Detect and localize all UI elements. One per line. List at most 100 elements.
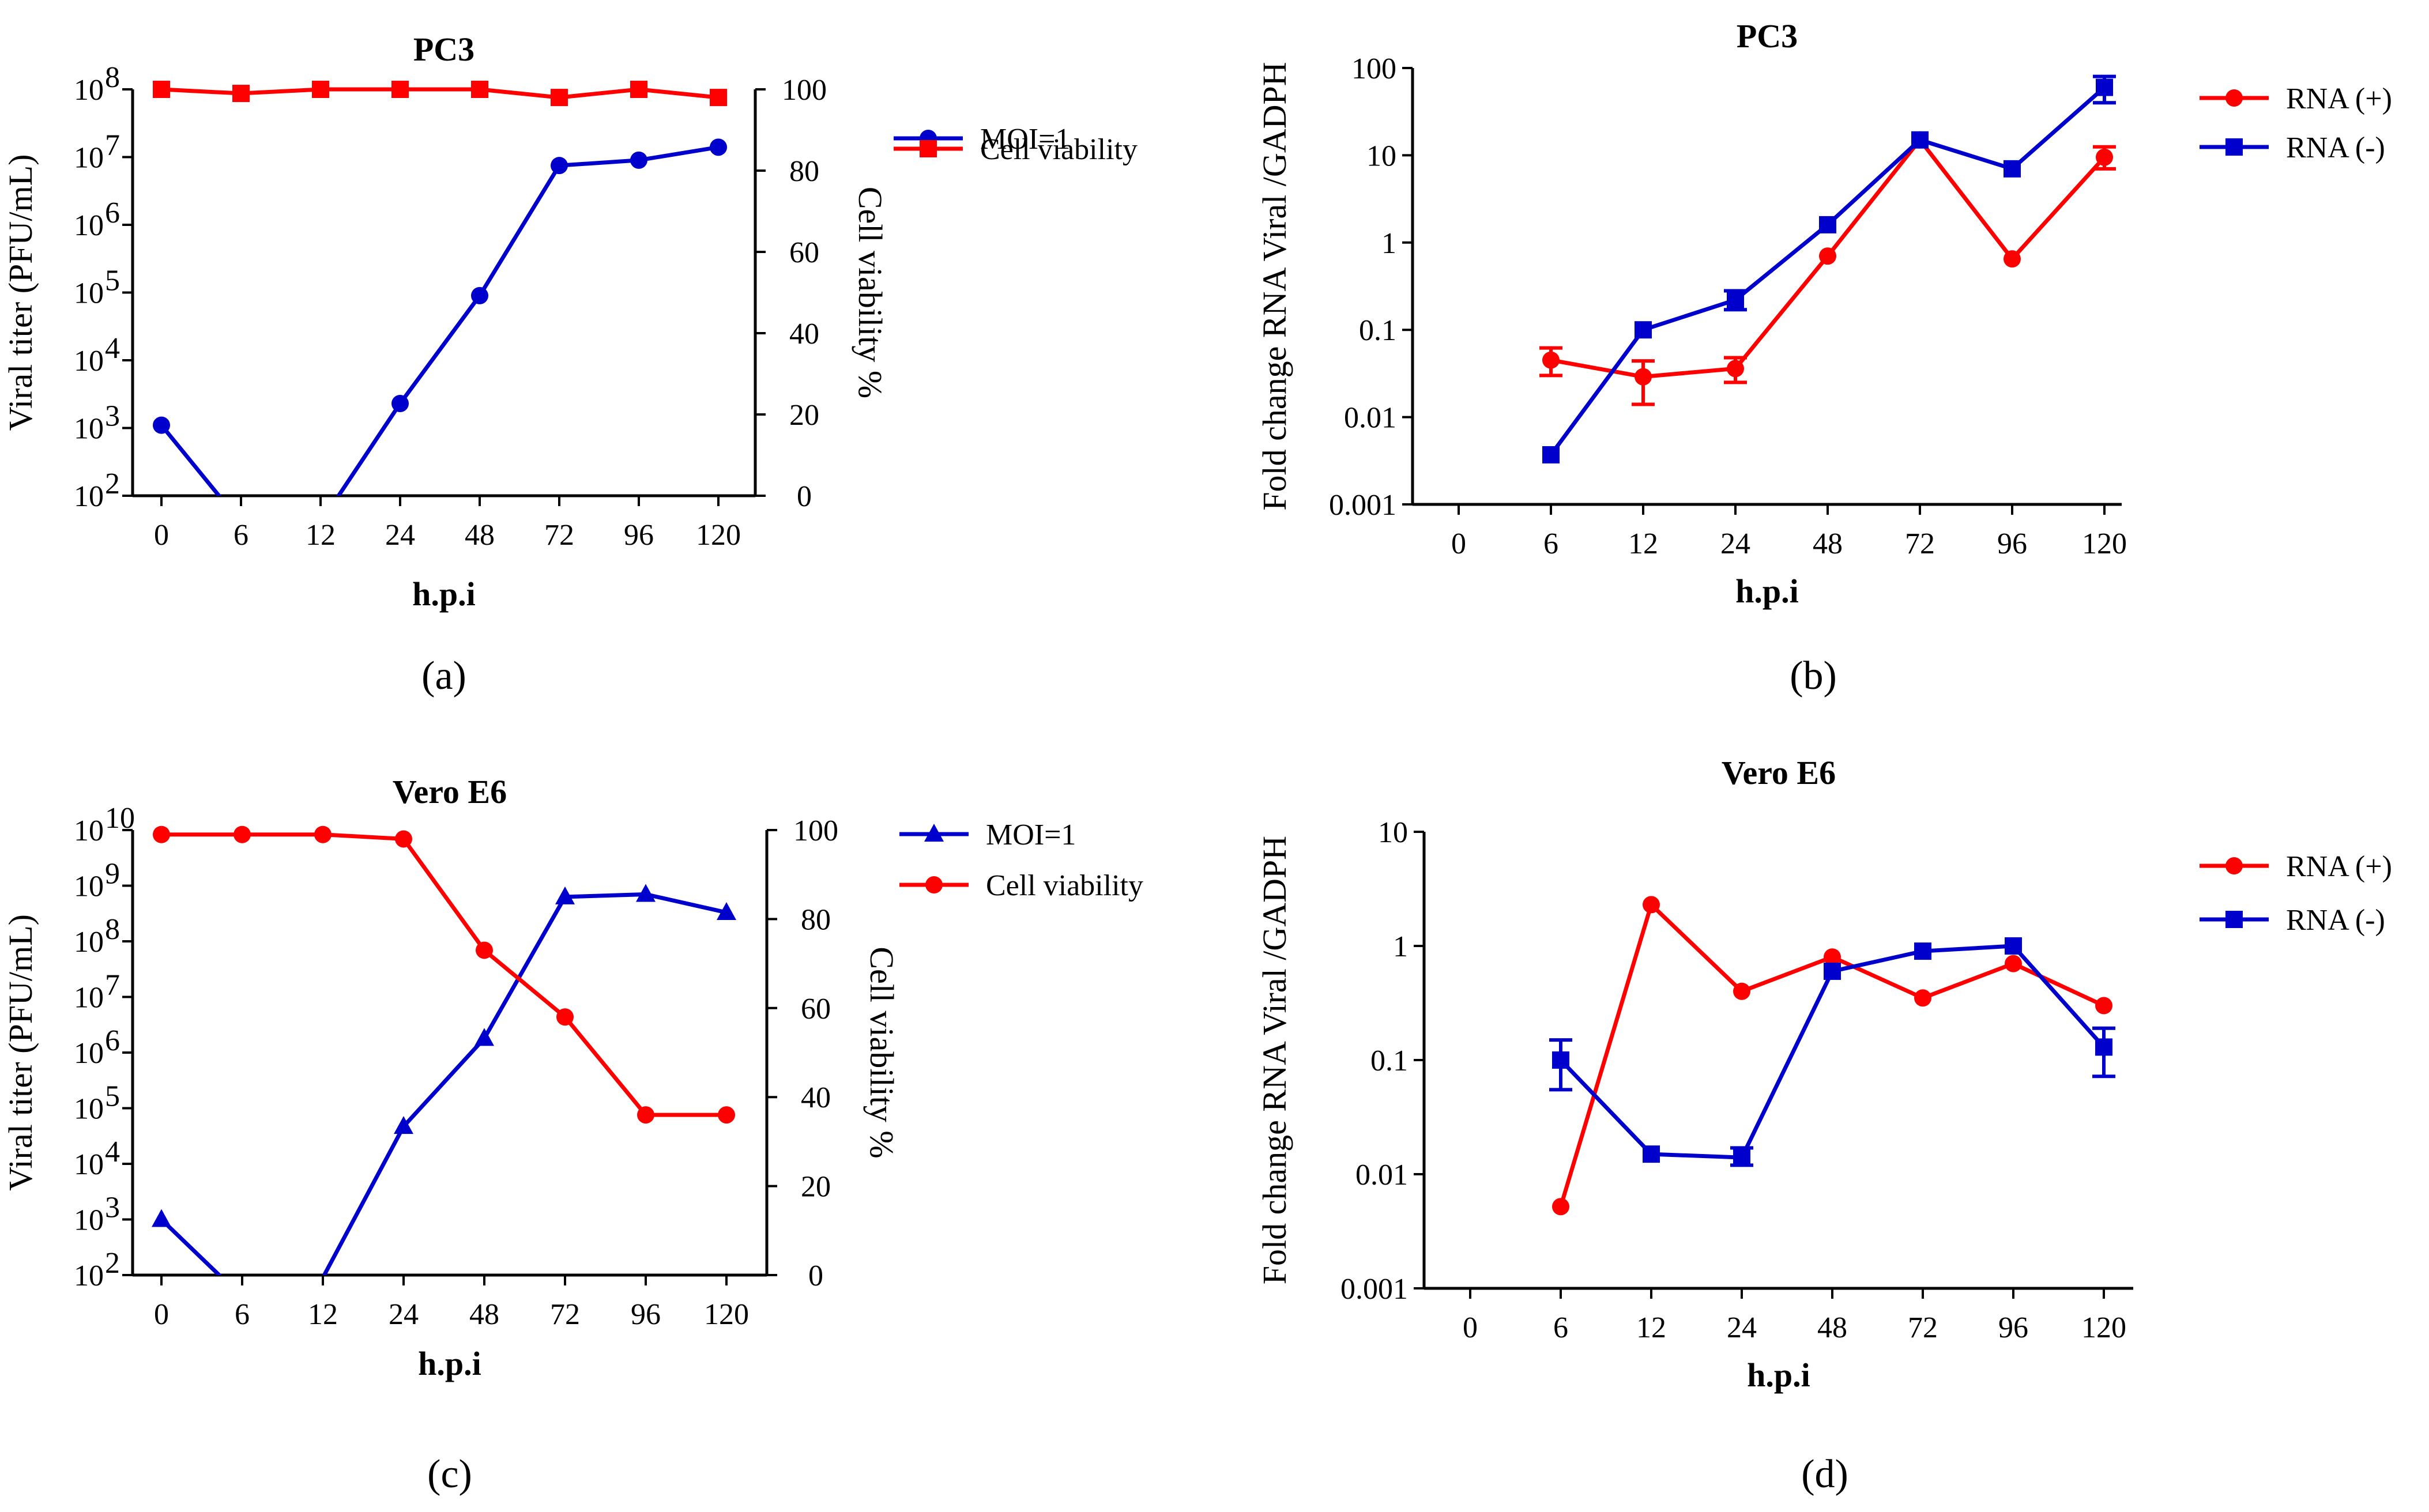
x-axis-label: h.p.i bbox=[412, 575, 476, 613]
y2-tick-label: 40 bbox=[801, 1081, 831, 1114]
x-axis-label: h.p.i bbox=[1735, 572, 1799, 610]
data-point bbox=[630, 151, 647, 169]
data-point bbox=[2096, 78, 2113, 96]
chart-title: PC3 bbox=[413, 31, 474, 68]
y2-tick-label: 80 bbox=[789, 155, 819, 188]
y-tick-label: 10 bbox=[74, 413, 104, 446]
data-point bbox=[153, 416, 170, 434]
y-tick-exponent: 6 bbox=[105, 197, 120, 229]
data-point bbox=[555, 886, 575, 904]
x-tick-label: 6 bbox=[1553, 1311, 1568, 1344]
legend-item: RNA (-) bbox=[2200, 131, 2385, 164]
legend-item: MOI=1 bbox=[899, 819, 1076, 851]
x-tick-label: 72 bbox=[550, 1298, 580, 1331]
x-tick-label: 48 bbox=[1813, 527, 1843, 560]
data-point bbox=[394, 1116, 413, 1134]
y-tick-exponent: 6 bbox=[105, 1024, 120, 1057]
legend-marker bbox=[2225, 911, 2243, 928]
y-tick-exponent: 8 bbox=[105, 61, 120, 94]
x-tick-label: 48 bbox=[469, 1298, 499, 1331]
y-tick-label: 10 bbox=[74, 982, 104, 1015]
data-point bbox=[2004, 250, 2021, 268]
data-point bbox=[391, 394, 409, 412]
y-tick-exponent: 4 bbox=[105, 332, 120, 365]
x-tick-label: 0 bbox=[1451, 527, 1466, 560]
x-axis-label: h.p.i bbox=[418, 1345, 481, 1382]
legend-item: RNA (-) bbox=[2200, 904, 2385, 937]
x-tick-label: 96 bbox=[631, 1298, 661, 1331]
data-point bbox=[1914, 989, 1931, 1007]
y-tick-label: 10 bbox=[74, 345, 104, 378]
data-point bbox=[551, 157, 568, 175]
data-point bbox=[2004, 160, 2021, 178]
data-point bbox=[2005, 955, 2022, 972]
series-cell-viability bbox=[153, 825, 735, 1124]
y-tick-label: 10 bbox=[1366, 139, 1396, 172]
data-point bbox=[2005, 937, 2022, 955]
x-tick-label: 120 bbox=[2082, 527, 2127, 560]
x-tick-label: 0 bbox=[154, 1298, 169, 1331]
data-point bbox=[1542, 446, 1560, 463]
panel-label: (d) bbox=[1801, 1452, 1848, 1496]
data-point bbox=[1911, 131, 1929, 149]
series-moi-1 bbox=[152, 884, 736, 1275]
data-point bbox=[232, 85, 250, 103]
panel-label: (b) bbox=[1790, 654, 1837, 698]
data-point bbox=[153, 825, 170, 843]
y-tick-label: 0.001 bbox=[1340, 1273, 1408, 1306]
y-tick-label: 0.01 bbox=[1355, 1159, 1408, 1191]
y2-axis-label: Cell viability % bbox=[852, 187, 889, 398]
data-point bbox=[1819, 247, 1836, 265]
data-point bbox=[636, 884, 656, 902]
chart-title: Vero E6 bbox=[393, 773, 507, 810]
y-tick-label: 10 bbox=[74, 1037, 104, 1070]
data-point bbox=[1819, 216, 1836, 233]
y-tick-label: 10 bbox=[74, 926, 104, 959]
series-line bbox=[161, 832, 726, 1117]
data-point bbox=[1635, 321, 1652, 339]
data-point bbox=[2095, 1038, 2112, 1056]
y-tick-label: 10 bbox=[74, 142, 104, 175]
y-tick-label: 10 bbox=[74, 815, 104, 847]
series-line bbox=[160, 145, 719, 496]
legend-marker bbox=[2225, 89, 2243, 107]
y-tick-label: 10 bbox=[74, 277, 104, 310]
legend-item: RNA (+) bbox=[2200, 850, 2392, 883]
y-tick-label: 0.01 bbox=[1344, 402, 1396, 435]
x-tick-label: 120 bbox=[696, 519, 741, 552]
x-tick-label: 12 bbox=[306, 519, 336, 552]
x-tick-label: 24 bbox=[389, 1298, 419, 1331]
legend-label: MOI=1 bbox=[986, 819, 1076, 851]
panel-label: (a) bbox=[421, 654, 466, 698]
x-tick-label: 96 bbox=[624, 519, 654, 552]
legend-label: RNA (-) bbox=[2286, 904, 2385, 937]
x-tick-label: 24 bbox=[1727, 1311, 1757, 1344]
x-tick-label: 6 bbox=[234, 519, 248, 552]
x-tick-label: 96 bbox=[1998, 1311, 2028, 1344]
series-line bbox=[160, 892, 727, 1275]
y-tick-exponent: 7 bbox=[105, 969, 120, 1002]
data-point bbox=[1552, 1051, 1569, 1069]
data-point bbox=[471, 81, 488, 98]
data-point bbox=[1914, 942, 1931, 960]
chart-title: Vero E6 bbox=[1722, 754, 1836, 791]
y2-tick-label: 60 bbox=[789, 236, 819, 269]
chart-title: PC3 bbox=[1737, 17, 1798, 55]
x-tick-label: 72 bbox=[1908, 1311, 1938, 1344]
y-tick-label: 0.1 bbox=[1359, 314, 1396, 347]
data-point bbox=[1635, 368, 1652, 386]
series-rna- bbox=[1539, 131, 2116, 406]
data-point bbox=[637, 1106, 654, 1124]
x-axis-label: h.p.i bbox=[1747, 1356, 1810, 1394]
data-point bbox=[391, 81, 409, 98]
data-point bbox=[1643, 1145, 1660, 1163]
y2-tick-label: 20 bbox=[789, 399, 819, 432]
x-tick-label: 12 bbox=[1636, 1311, 1666, 1344]
series-cell-viability bbox=[153, 81, 727, 107]
x-tick-label: 6 bbox=[1543, 527, 1558, 560]
data-point bbox=[1824, 962, 1841, 980]
y-tick-label: 10 bbox=[74, 74, 104, 107]
y2-tick-label: 100 bbox=[793, 815, 838, 847]
